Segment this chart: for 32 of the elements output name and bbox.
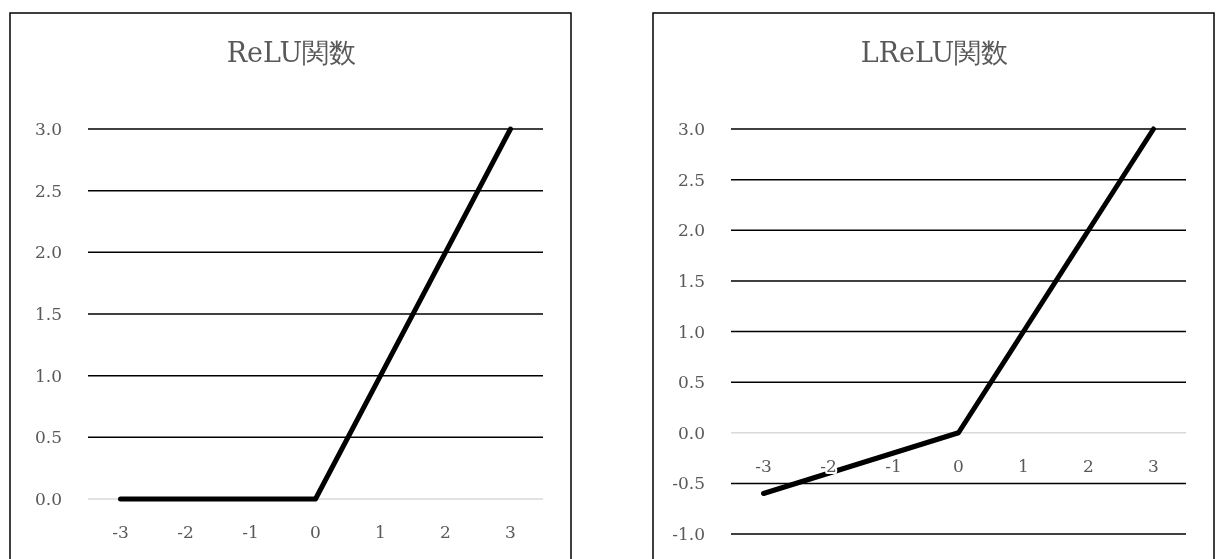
x-tick-label: 2 bbox=[1083, 455, 1094, 476]
y-tick-label: 0.5 bbox=[677, 372, 705, 393]
x-tick-label: -3 bbox=[755, 455, 772, 476]
y-tick-label: 2.5 bbox=[34, 180, 62, 201]
y-tick-label: 0.0 bbox=[677, 422, 705, 443]
y-tick-label: 0.5 bbox=[34, 427, 62, 448]
y-tick-label: 1.0 bbox=[34, 365, 62, 386]
x-tick-label: -2 bbox=[177, 522, 194, 542]
x-tick-label: 0 bbox=[310, 522, 321, 542]
x-tick-label: 2 bbox=[440, 522, 451, 542]
x-tick-label: 1 bbox=[375, 522, 386, 542]
x-tick-label: 1 bbox=[1018, 455, 1029, 476]
y-tick-label: 1.5 bbox=[34, 304, 62, 324]
y-tick-label: 1.5 bbox=[677, 270, 705, 291]
y-tick-label: -0.5 bbox=[672, 473, 705, 494]
y-tick-label: -1.0 bbox=[672, 524, 705, 544]
x-tick-label: 3 bbox=[1148, 455, 1159, 476]
chart-title: ReLU関数 bbox=[226, 37, 357, 68]
x-tick-label: -1 bbox=[885, 455, 902, 476]
x-tick-label: -1 bbox=[242, 522, 259, 542]
y-tick-label: 1.0 bbox=[677, 321, 705, 342]
x-tick-label: -2 bbox=[820, 455, 837, 476]
y-tick-label: 3.0 bbox=[677, 119, 705, 139]
x-tick-label: -3 bbox=[112, 522, 129, 542]
y-tick-label: 2.5 bbox=[677, 169, 705, 190]
chart-title: LReLU関数 bbox=[860, 37, 1009, 68]
x-tick-label: 3 bbox=[505, 522, 516, 542]
y-tick-label: 2.0 bbox=[677, 220, 705, 241]
x-tick-label: 0 bbox=[953, 455, 964, 476]
y-tick-label: 2.0 bbox=[34, 242, 62, 263]
y-tick-label: 0.0 bbox=[34, 489, 62, 509]
y-tick-label: 3.0 bbox=[34, 119, 62, 139]
